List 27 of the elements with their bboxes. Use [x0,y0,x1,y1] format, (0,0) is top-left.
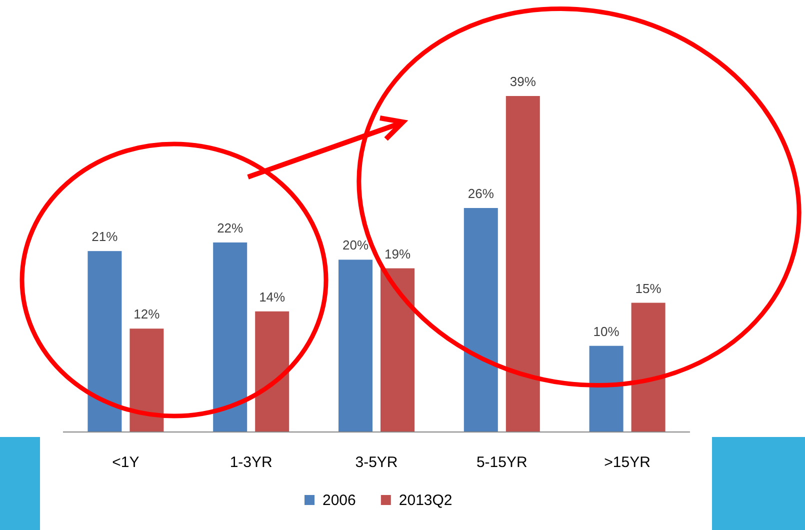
data-label: 39% [510,74,536,89]
data-label: 20% [342,238,369,253]
data-label: 21% [92,229,118,244]
x-tick-label: 1-3YR [230,454,273,471]
bar [506,96,540,432]
x-tick-label: >15YR [604,454,651,471]
bar [631,302,666,432]
data-label: 22% [217,220,244,236]
x-tick-label: 3-5YR [355,454,398,471]
bar [255,311,290,432]
x-tick-label: 5-15YR [476,454,528,471]
bar [589,346,624,432]
data-label: 10% [593,324,620,339]
bar [464,208,498,432]
data-label: 26% [468,186,494,201]
legend-label: 2013Q2 [398,492,452,509]
bar [88,251,122,432]
x-tick-label: <1Y [112,454,140,471]
bar [213,242,248,432]
data-label: 15% [635,280,662,296]
data-label: 19% [384,246,411,262]
bar [130,328,164,432]
bar [380,268,414,432]
data-label: 14% [259,289,286,304]
data-label: 12% [134,306,160,322]
bar [338,260,372,432]
legend-label: 2006 [322,492,356,509]
